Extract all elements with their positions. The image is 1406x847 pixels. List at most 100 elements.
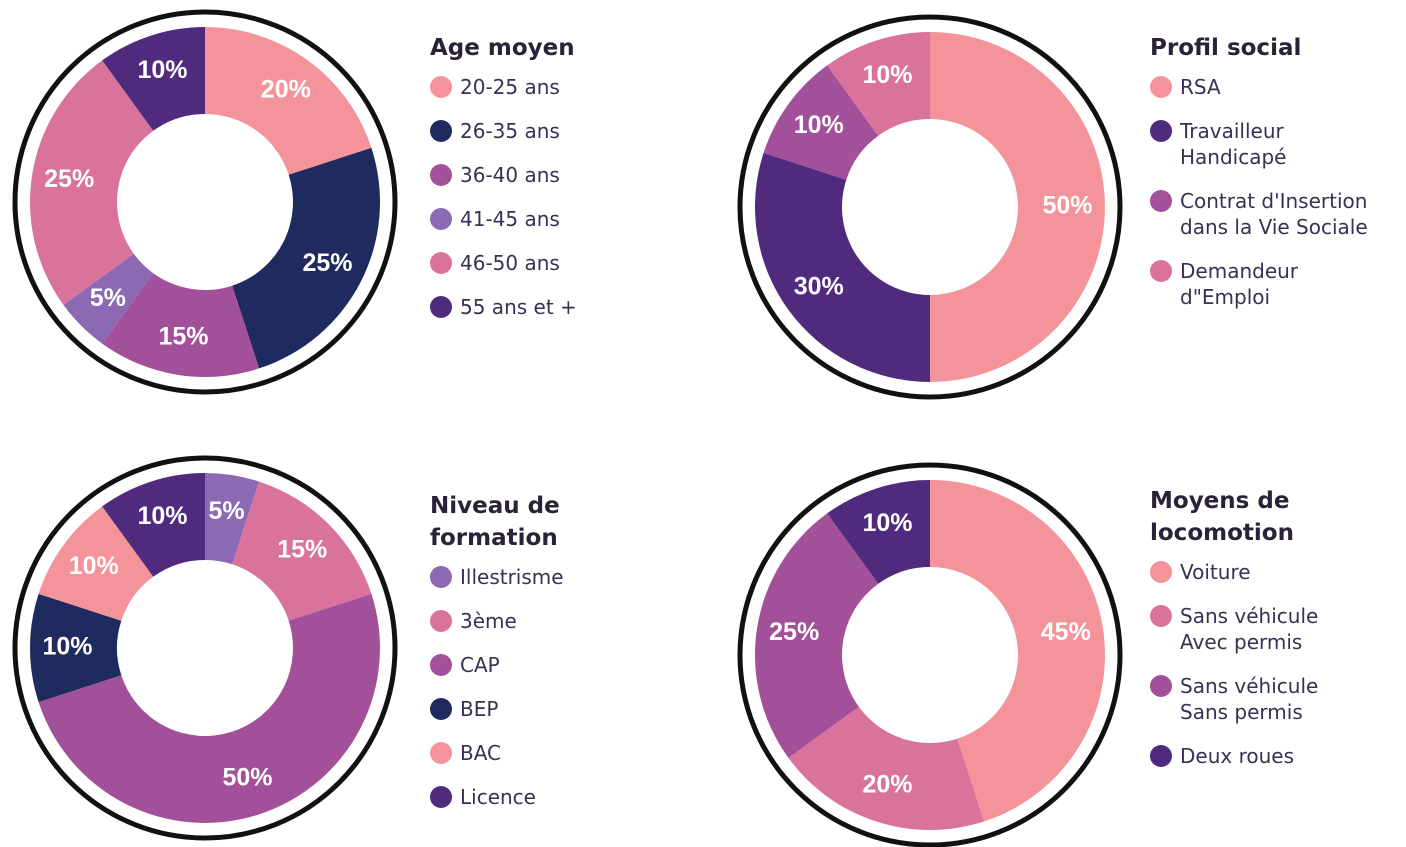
legend-swatch [1150,605,1172,627]
legend-label: RSA [1180,75,1221,99]
legend-label: BAC [460,741,502,765]
legend: Moyens de locomotion Voiture Sans véhicule… [1150,485,1318,787]
legend-item: 3ème [430,608,564,634]
legend-swatch [430,252,452,274]
legend-item: Sans véhicule Avec permis [1150,603,1318,655]
legend-item: Contrat d'Insertion dans la Vie Sociale [1150,188,1368,240]
slice [63,253,154,344]
legend-swatch [1150,745,1172,767]
slice [930,32,1105,382]
legend-item: Deux roues [1150,743,1318,769]
legend-item: BEP [430,696,564,722]
slice-label: 30% [794,272,844,300]
slice-label: 5% [208,497,244,525]
legend-swatch [1150,190,1172,212]
slice [102,473,205,577]
legend-label: BEP [460,697,499,721]
legend-label: 41-45 ans [460,207,560,231]
legend-swatch [430,566,452,588]
legend-label: Contrat d'Insertion dans la Vie Sociale [1180,189,1368,239]
slice [38,593,380,823]
legend-label: Deux roues [1180,744,1294,768]
slice [232,147,380,369]
slice [38,506,154,621]
legend-item: BAC [430,740,564,766]
legend-swatch [1150,675,1172,697]
legend-swatch [430,120,452,142]
slice [788,706,985,830]
slice-label: 50% [222,763,272,791]
slice-label: 20% [862,770,912,798]
slice-label: 20% [261,75,311,103]
slice-label: 10% [794,111,844,139]
slice [102,273,260,378]
legend-item: Demandeur d"Emploi [1150,258,1368,310]
slice-label: 25% [769,618,819,646]
legend-item: Sans véhicule Sans permis [1150,673,1318,725]
legend-item: 20-25 ans [430,74,577,100]
legend-label: 20-25 ans [460,75,560,99]
slice [29,593,122,703]
legend-item: 26-35 ans [430,118,577,144]
chart-title: Profil social [1150,35,1302,61]
legend-swatch [1150,260,1172,282]
legend-item: 46-50 ans [430,250,577,276]
slice [754,513,879,758]
slice [232,481,372,621]
legend-swatch [1150,120,1172,142]
legend-label: Sans véhicule Sans permis [1180,674,1319,724]
legend-label: 3ème [460,609,517,633]
slice-label: 10% [69,552,119,580]
slice-label: 5% [90,284,126,312]
slice-label: 10% [42,633,92,661]
legend-swatch [430,610,452,632]
legend-label: 46-50 ans [460,251,560,275]
slice-label: 25% [302,249,352,277]
legend-item: CAP [430,652,564,678]
legend-swatch [430,208,452,230]
legend-swatch [430,698,452,720]
slice-label: 10% [137,502,187,530]
slice-label: 15% [158,322,208,350]
slice [205,473,260,565]
legend-swatch [430,76,452,98]
legend-label: Licence [460,785,536,809]
slice [205,27,372,175]
legend-item: 36-40 ans [430,162,577,188]
legend-swatch [430,786,452,808]
slice [827,480,930,584]
legend-swatch [430,164,452,186]
chart-title: Niveau de formation [430,493,560,551]
legend-label: 36-40 ans [460,163,560,187]
slice [763,65,879,180]
slice-label: 10% [137,56,187,84]
legend-swatch [430,296,452,318]
slice [755,152,930,382]
slice-label: 15% [277,535,327,563]
slice-label: 45% [1041,618,1091,646]
legend-item: Voiture [1150,559,1318,585]
legend: Age moyen 20-25 ans 26-35 ans 36-40 ans 41-4… [430,32,577,338]
legend-item: Licence [430,784,564,810]
chart-title: Age moyen [430,35,575,61]
slice [102,27,205,131]
slice [29,60,154,305]
legend-label: Travailleur Handicapé [1180,119,1287,169]
slice-label: 25% [44,165,94,193]
legend-item: 55 ans et + [430,294,577,320]
legend-item: 41-45 ans [430,206,577,232]
legend-label: 55 ans et + [460,295,577,319]
legend-item: RSA [1150,74,1368,100]
slice [827,32,930,136]
legend-swatch [430,742,452,764]
legend-label: Demandeur d"Emploi [1180,259,1299,309]
legend-label: 26-35 ans [460,119,560,143]
slice-label: 50% [1042,192,1092,220]
legend-label: Sans véhicule Avec permis [1180,604,1319,654]
legend-swatch [1150,76,1172,98]
chart-title: Moyens de locomotion [1150,488,1294,546]
legend-label: Illestrisme [460,565,564,589]
legend: Profil social RSA Travailleur Handicapé Con… [1150,32,1368,328]
